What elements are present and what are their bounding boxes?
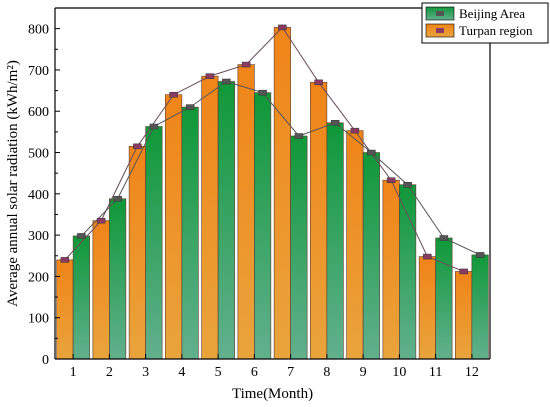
x-tick-label-6: 6 xyxy=(251,365,258,380)
x-tick-label-11: 11 xyxy=(429,365,442,380)
bar-beijing-5 xyxy=(217,81,235,360)
marker-beijing-6 xyxy=(258,89,267,96)
bars-layer xyxy=(56,27,489,360)
series-line-beijing xyxy=(81,80,481,256)
bar-beijing-3 xyxy=(145,126,163,360)
marker-beijing-12 xyxy=(475,252,485,258)
bar-turpan-3 xyxy=(128,146,146,360)
marker-turpan-5 xyxy=(205,73,215,79)
markers-layer xyxy=(60,24,485,275)
bar-turpan-12 xyxy=(455,271,473,360)
y-tick-label-700: 700 xyxy=(28,64,49,79)
y-tick-label-800: 800 xyxy=(28,23,49,38)
bar-turpan-6 xyxy=(237,64,255,360)
x-tick-label-3: 3 xyxy=(142,365,149,380)
marker-beijing-1 xyxy=(77,233,86,239)
x-tick-label-5: 5 xyxy=(215,365,222,380)
bar-beijing-4 xyxy=(181,106,199,360)
marker-turpan-11 xyxy=(423,253,432,260)
marker-turpan-9 xyxy=(350,127,360,134)
legend-marker-turpan xyxy=(436,28,444,33)
y-tick-label-500: 500 xyxy=(28,147,49,162)
bar-turpan-4 xyxy=(165,94,183,360)
x-tick-label-1: 1 xyxy=(70,365,77,380)
bar-turpan-9 xyxy=(346,130,364,360)
y-tick-label-300: 300 xyxy=(28,229,49,244)
bar-turpan-2 xyxy=(92,220,110,360)
y-tick-label-600: 600 xyxy=(28,105,49,120)
y-tick-label-0: 0 xyxy=(42,353,49,368)
bar-beijing-2 xyxy=(109,198,127,360)
bar-turpan-11 xyxy=(418,256,436,360)
bar-beijing-7 xyxy=(290,135,308,360)
marker-turpan-2 xyxy=(96,217,106,224)
bar-turpan-10 xyxy=(382,179,400,360)
marker-turpan-4 xyxy=(169,91,178,98)
x-tick-label-10: 10 xyxy=(392,365,406,380)
bar-beijing-1 xyxy=(72,235,90,360)
marker-turpan-10 xyxy=(386,177,396,183)
marker-beijing-8 xyxy=(330,120,340,126)
bar-turpan-5 xyxy=(201,75,219,360)
bar-turpan-7 xyxy=(273,27,291,360)
x-tick-label-2: 2 xyxy=(106,365,113,380)
marker-turpan-8 xyxy=(314,79,323,86)
x-tick-label-12: 12 xyxy=(465,365,479,380)
marker-turpan-7 xyxy=(278,24,287,31)
bar-beijing-6 xyxy=(254,92,272,360)
marker-beijing-4 xyxy=(185,104,195,110)
bar-turpan-1 xyxy=(56,259,74,360)
marker-turpan-1 xyxy=(60,257,70,263)
bar-turpan-8 xyxy=(310,82,328,360)
series-line-turpan xyxy=(64,26,464,272)
legend-marker-beijing xyxy=(436,11,444,16)
bar-beijing-12 xyxy=(471,254,489,360)
marker-beijing-11 xyxy=(439,235,449,241)
marker-turpan-6 xyxy=(241,61,251,68)
marker-beijing-10 xyxy=(403,181,412,188)
marker-turpan-3 xyxy=(133,143,142,150)
bar-beijing-9 xyxy=(362,152,380,360)
marker-turpan-12 xyxy=(459,268,468,275)
legend: Beijing Area Turpan region xyxy=(421,2,549,44)
lines-layer xyxy=(64,26,481,272)
y-tick-label-100: 100 xyxy=(28,312,49,327)
x-tick-label-9: 9 xyxy=(360,365,367,380)
legend-label-turpan: Turpan region xyxy=(459,23,533,38)
marker-beijing-9 xyxy=(367,149,376,156)
x-axis-label: Time(Month) xyxy=(232,386,313,402)
legend-label-beijing: Beijing Area xyxy=(459,6,525,21)
marker-beijing-2 xyxy=(113,196,122,202)
marker-beijing-5 xyxy=(222,78,231,85)
bar-beijing-10 xyxy=(399,184,417,360)
bar-beijing-8 xyxy=(326,122,344,360)
y-axis-label: Average annual solar radiation (kWh/m²) xyxy=(5,60,21,307)
x-tick-label-8: 8 xyxy=(323,365,330,380)
marker-beijing-7 xyxy=(294,133,304,139)
y-tick-label-200: 200 xyxy=(28,270,49,285)
marker-beijing-3 xyxy=(149,123,159,130)
x-tick-label-4: 4 xyxy=(178,365,185,380)
x-tick-label-7: 7 xyxy=(287,365,294,380)
y-tick-label-400: 400 xyxy=(28,188,49,203)
bar-beijing-11 xyxy=(435,237,453,360)
